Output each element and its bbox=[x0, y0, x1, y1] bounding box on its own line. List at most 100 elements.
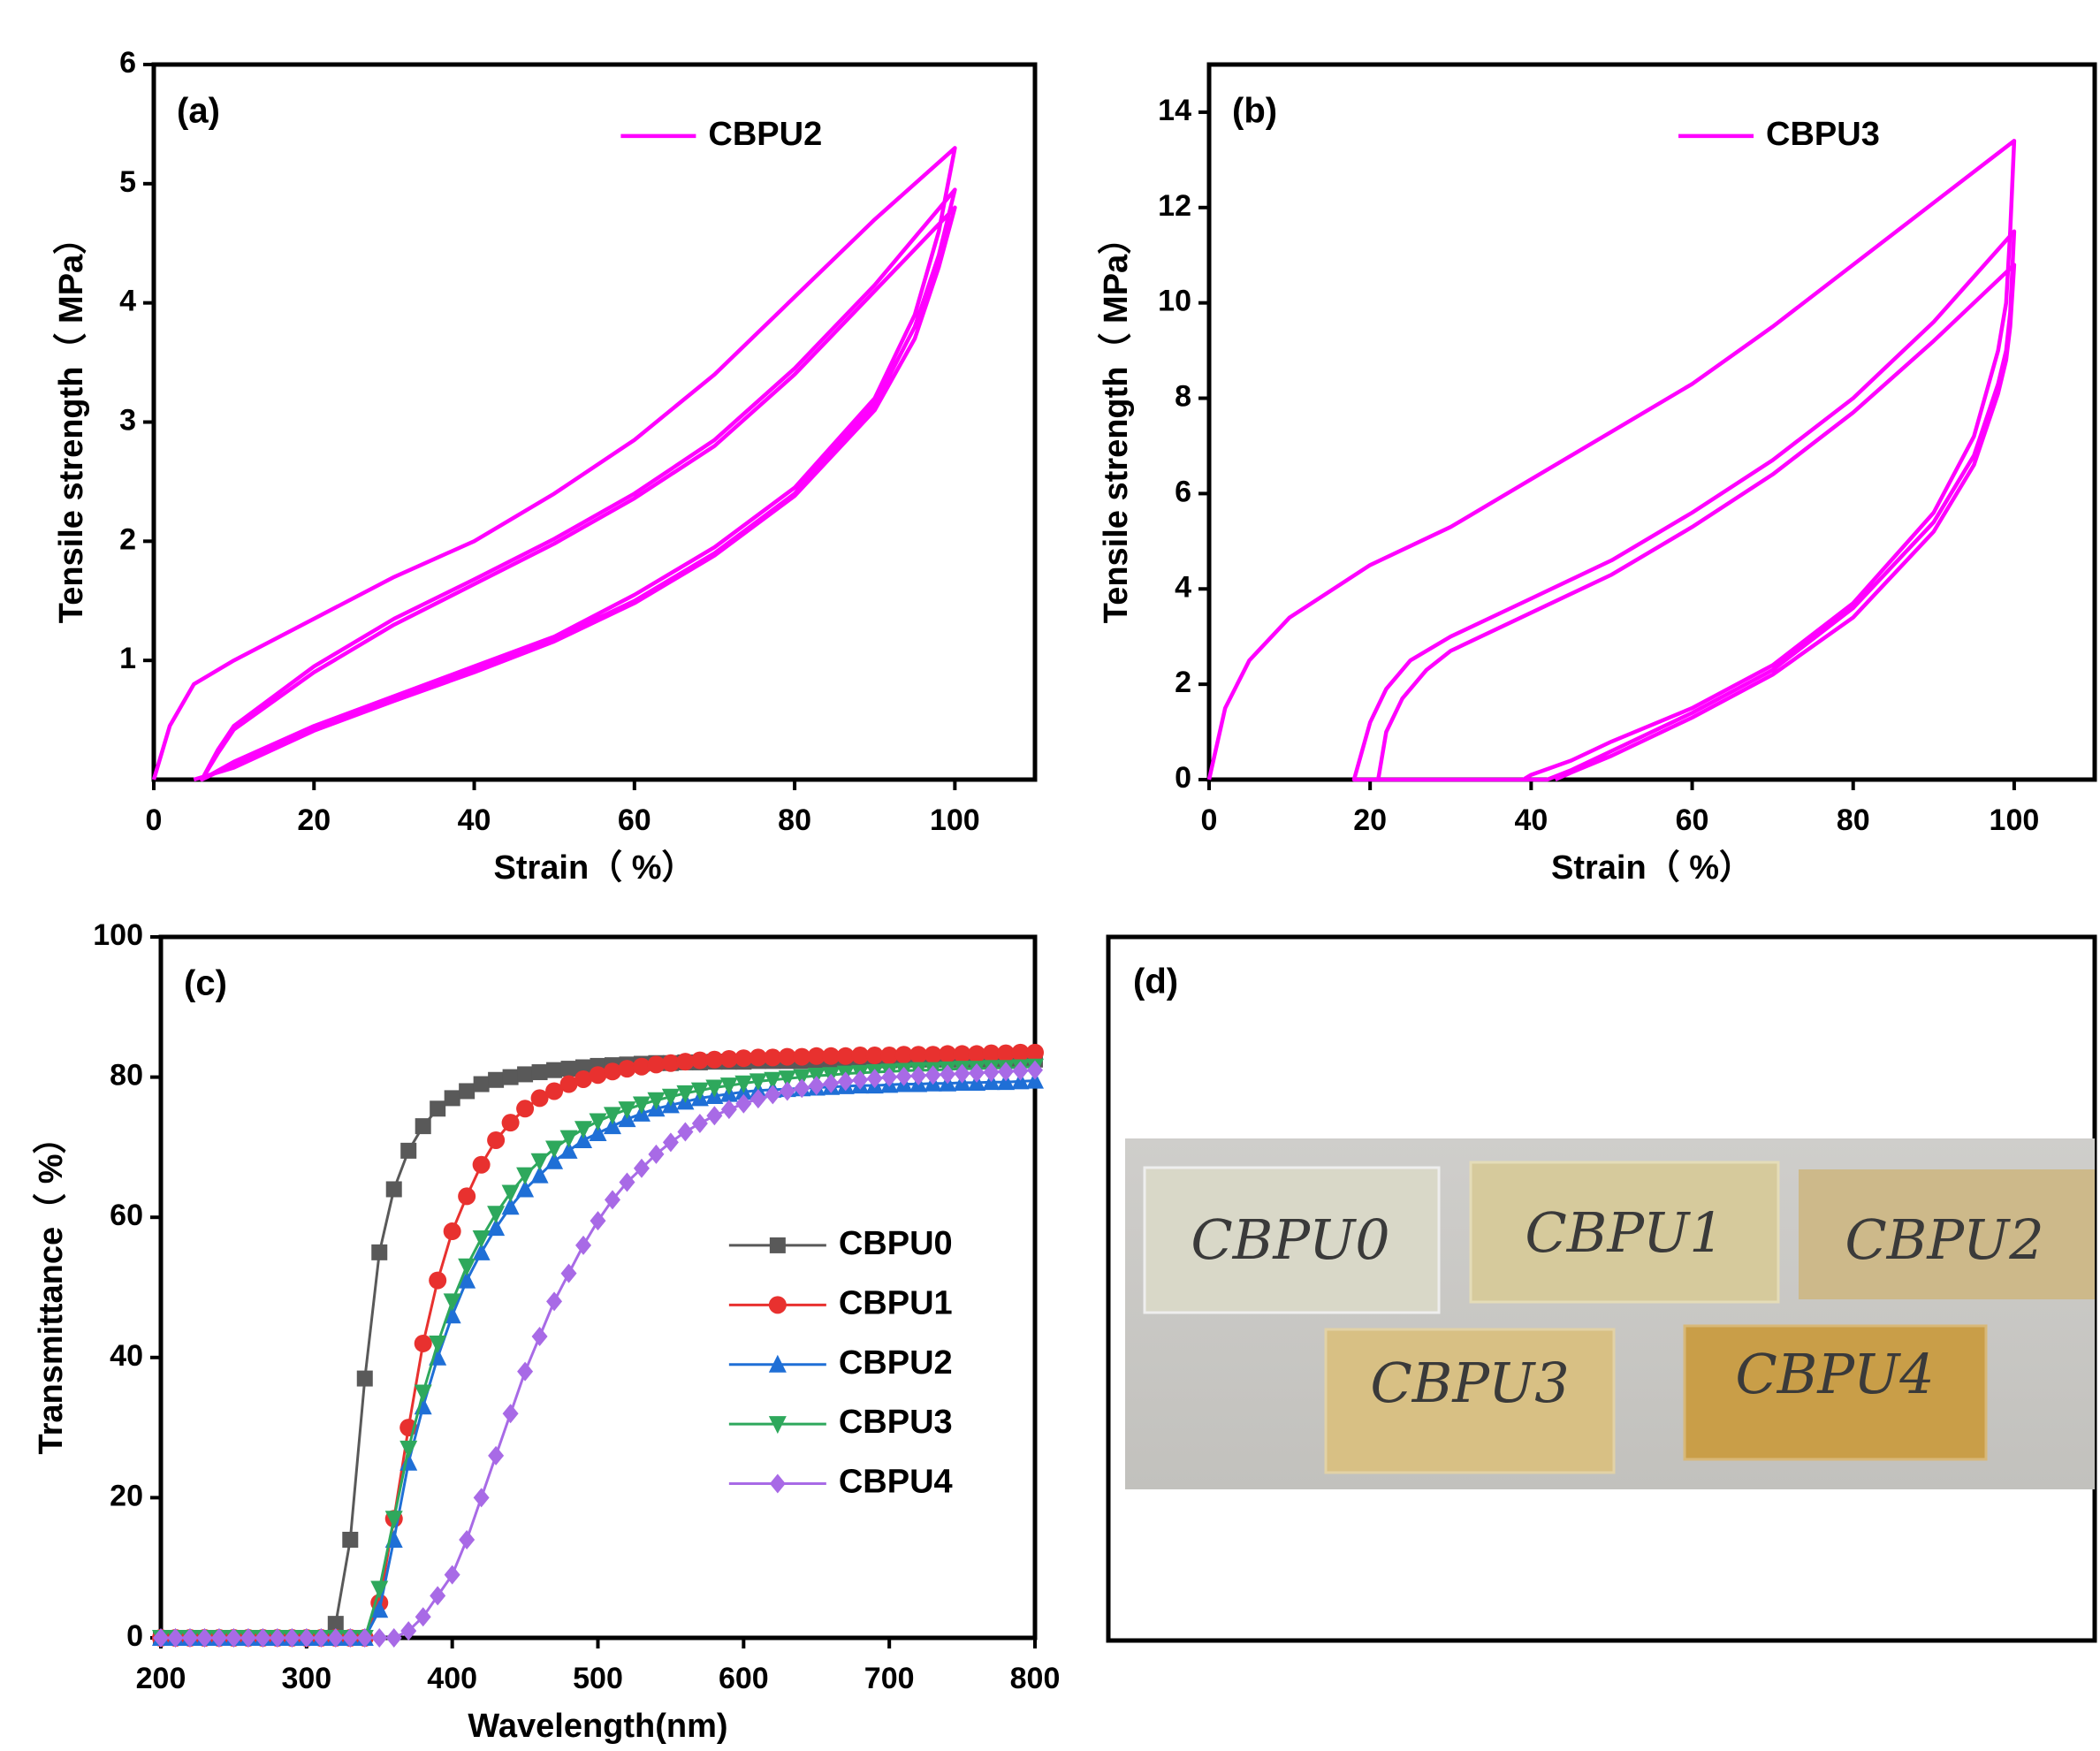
y-tick-label: 2 bbox=[1175, 666, 1191, 699]
marker bbox=[768, 1354, 787, 1373]
y-tick-label: 5 bbox=[119, 165, 136, 199]
y-axis-title: Tensile strength（ MPa） bbox=[53, 221, 90, 623]
x-tick-label: 100 bbox=[1990, 803, 2040, 837]
marker bbox=[647, 1092, 666, 1110]
marker bbox=[661, 1088, 680, 1107]
marker bbox=[779, 1081, 795, 1101]
legend-label: CBPU4 bbox=[839, 1464, 953, 1501]
marker bbox=[690, 1051, 709, 1070]
y-axis-title: Tensile strength（ MPa） bbox=[1098, 221, 1135, 623]
marker bbox=[356, 1370, 373, 1387]
marker bbox=[705, 1079, 724, 1098]
marker bbox=[574, 1130, 593, 1148]
marker bbox=[531, 1064, 548, 1081]
marker bbox=[415, 1118, 431, 1135]
y-tick-label: 0 bbox=[126, 1619, 143, 1653]
x-tick-label: 60 bbox=[1676, 803, 1709, 837]
marker bbox=[501, 1114, 520, 1132]
sample-label: CBPU2 bbox=[1845, 1207, 2043, 1272]
marker bbox=[662, 1132, 679, 1153]
y-tick-label: 20 bbox=[110, 1479, 143, 1512]
marker bbox=[458, 1187, 476, 1206]
marker bbox=[530, 1165, 549, 1184]
marker bbox=[895, 1066, 912, 1086]
x-tick-label: 80 bbox=[1837, 803, 1870, 837]
y-tick-label: 6 bbox=[1175, 475, 1191, 508]
marker bbox=[881, 1067, 898, 1087]
x-tick-label: 40 bbox=[458, 803, 491, 837]
marker bbox=[822, 1047, 841, 1065]
marker bbox=[269, 1628, 285, 1648]
marker bbox=[473, 1488, 490, 1508]
marker bbox=[764, 1071, 782, 1090]
marker bbox=[444, 1564, 460, 1585]
sample-film bbox=[1799, 1169, 2095, 1299]
legend-label: CBPU2 bbox=[708, 116, 822, 153]
marker bbox=[430, 1100, 446, 1117]
chart-panel: 0 20 40 60 80 100 0 2 4 6 8 10 12 14 Strain（ %） Tensile… bbox=[1098, 62, 2097, 887]
marker bbox=[1027, 1060, 1043, 1080]
marker bbox=[559, 1140, 578, 1159]
legend-label: CBPU2 bbox=[839, 1344, 953, 1382]
panel-label: (c) bbox=[184, 964, 227, 1003]
sample-label: CBPU0 bbox=[1191, 1207, 1389, 1272]
marker bbox=[415, 1607, 431, 1627]
marker bbox=[370, 1580, 389, 1599]
y-tick-label: 10 bbox=[1158, 285, 1191, 318]
marker bbox=[603, 1116, 621, 1135]
y-tick-label: 6 bbox=[119, 46, 136, 80]
marker bbox=[939, 1045, 957, 1063]
marker bbox=[633, 1158, 650, 1178]
y-tick-label: 1 bbox=[119, 642, 136, 675]
x-tick-label: 0 bbox=[1201, 803, 1218, 837]
marker bbox=[414, 1384, 432, 1403]
x-tick-label: 700 bbox=[864, 1662, 915, 1695]
sample-film bbox=[1143, 1166, 1441, 1314]
marker bbox=[545, 1140, 564, 1159]
marker bbox=[574, 1121, 593, 1139]
marker bbox=[400, 1142, 417, 1159]
plot-frame bbox=[1206, 62, 2097, 782]
panel-label: (a) bbox=[177, 92, 220, 131]
marker bbox=[327, 1628, 344, 1648]
marker bbox=[530, 1153, 549, 1171]
marker bbox=[430, 1586, 446, 1606]
marker bbox=[866, 1069, 883, 1089]
marker bbox=[894, 1046, 913, 1064]
marker bbox=[793, 1069, 811, 1087]
marker bbox=[153, 1628, 169, 1648]
marker bbox=[794, 1078, 810, 1099]
legend-label: CBPU3 bbox=[839, 1404, 953, 1441]
marker bbox=[706, 1106, 723, 1126]
sample-film bbox=[1683, 1324, 1988, 1461]
marker bbox=[371, 1244, 388, 1260]
marker bbox=[472, 1230, 491, 1248]
marker bbox=[546, 1062, 563, 1078]
x-tick-label: 80 bbox=[778, 803, 811, 837]
marker bbox=[1026, 1043, 1044, 1062]
marker bbox=[530, 1089, 549, 1108]
marker bbox=[488, 1445, 505, 1466]
marker bbox=[677, 1122, 694, 1142]
x-tick-label: 60 bbox=[618, 803, 651, 837]
marker bbox=[768, 1416, 787, 1435]
marker bbox=[764, 1048, 782, 1067]
marker bbox=[982, 1044, 1001, 1062]
marker bbox=[719, 1049, 738, 1068]
marker bbox=[385, 1628, 402, 1648]
marker bbox=[983, 1062, 1000, 1083]
marker bbox=[648, 1144, 665, 1164]
y-tick-label: 4 bbox=[119, 285, 136, 318]
series-line bbox=[151, 146, 957, 782]
marker bbox=[924, 1065, 941, 1085]
marker bbox=[546, 1291, 563, 1312]
marker bbox=[458, 1270, 476, 1289]
x-tick-label: 20 bbox=[1353, 803, 1387, 837]
marker bbox=[954, 1063, 970, 1084]
marker bbox=[997, 1044, 1016, 1062]
plot-frame bbox=[151, 62, 1038, 782]
marker bbox=[969, 1062, 985, 1083]
y-tick-label: 0 bbox=[1175, 761, 1191, 795]
y-tick-label: 12 bbox=[1158, 189, 1191, 223]
marker bbox=[909, 1046, 928, 1064]
